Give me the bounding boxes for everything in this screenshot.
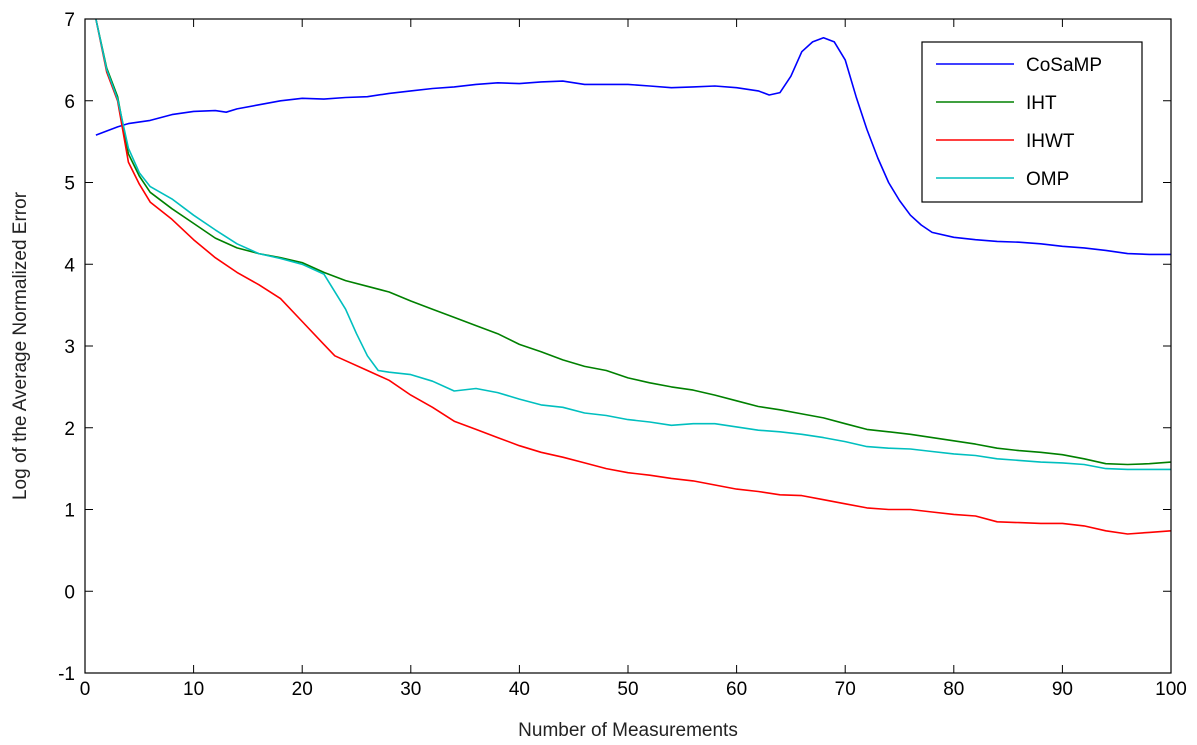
legend-label-ihwt: IHWT: [1026, 131, 1075, 152]
y-tick-label: 3: [64, 337, 75, 358]
series-line-iht: [95, 18, 1172, 466]
y-tick-label: -1: [58, 664, 75, 685]
series-line-cosamp: [95, 37, 1171, 256]
x-tick-label: 30: [400, 679, 421, 700]
x-tick-label: 20: [292, 679, 313, 700]
x-tick-label: 0: [80, 679, 91, 700]
x-tick-label: 100: [1155, 679, 1187, 700]
y-axis-title: Log of the Average Normalized Error: [10, 191, 31, 500]
legend-label-iht: IHT: [1026, 93, 1057, 114]
x-tick-label: 40: [509, 679, 530, 700]
y-tick-label: 6: [64, 92, 75, 113]
legend-label-cosamp: CoSaMP: [1026, 55, 1102, 76]
x-tick-label: 80: [943, 679, 964, 700]
y-tick-label: 4: [64, 255, 75, 276]
y-tick-label: 7: [64, 10, 75, 31]
series-layer: [95, 18, 1172, 535]
x-tick-label: 50: [617, 679, 638, 700]
x-tick-label: 70: [835, 679, 856, 700]
series-line-omp: [95, 18, 1171, 471]
y-tick-label: 1: [64, 501, 75, 522]
y-tick-label: 0: [64, 582, 75, 603]
legend-label-omp: OMP: [1026, 169, 1069, 190]
legend-box: [921, 41, 1143, 203]
x-tick-label: 60: [726, 679, 747, 700]
y-tick-label: 5: [64, 174, 75, 195]
legend: CoSaMP IHT IHWT OMP: [921, 41, 1143, 203]
x-axis-title: Number of Measurements: [518, 720, 738, 741]
x-tick-label: 90: [1052, 679, 1073, 700]
series-line-ihwt: [95, 18, 1172, 535]
x-tick-label: 10: [183, 679, 204, 700]
y-tick-label: 2: [64, 419, 75, 440]
